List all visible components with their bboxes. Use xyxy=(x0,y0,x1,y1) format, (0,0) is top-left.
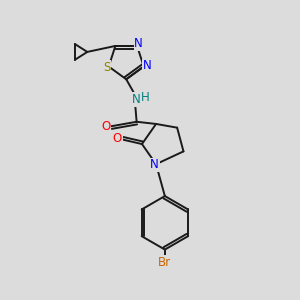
Text: N: N xyxy=(132,93,141,106)
Text: H: H xyxy=(141,92,150,104)
Text: O: O xyxy=(113,132,122,145)
Text: N: N xyxy=(143,59,152,72)
Text: N: N xyxy=(150,158,159,171)
Text: S: S xyxy=(103,61,111,74)
Text: Br: Br xyxy=(158,256,171,268)
Text: N: N xyxy=(134,37,143,50)
Text: O: O xyxy=(101,120,111,133)
